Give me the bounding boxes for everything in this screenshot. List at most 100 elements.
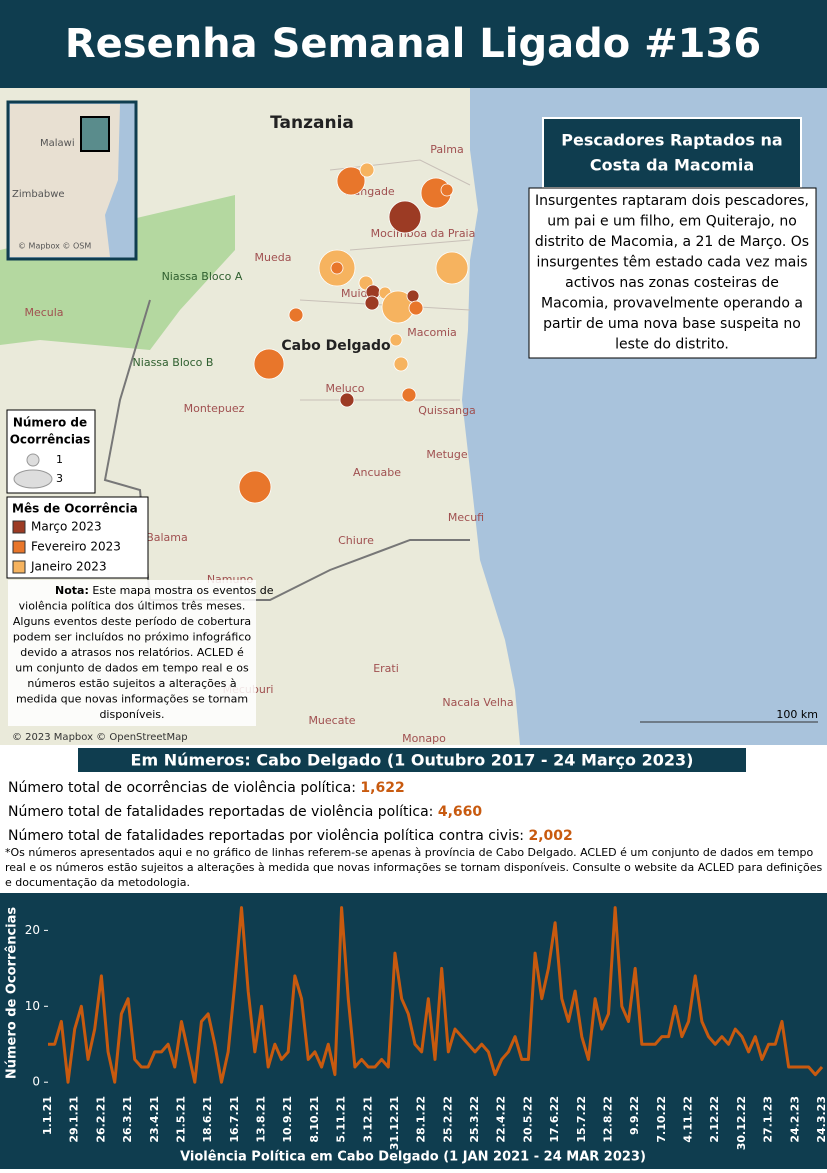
place: Palma [430,143,463,156]
place: Erati [373,662,399,675]
place: Mecula [24,306,63,319]
place: Cabo Delgado [281,338,391,354]
callout-line: leste do distrito. [615,337,729,353]
line [48,906,824,1084]
x-tick-label: 7.10.22 [655,1096,668,1143]
place: Nacala Velha [442,696,513,709]
map-credit: © 2023 Mapbox © OpenStreetMap [12,732,188,743]
event [330,261,344,275]
note-bg [8,580,256,726]
x-tick-label: 24.3.23 [815,1096,827,1143]
x-tick-label: 2.12.22 [708,1096,721,1143]
x-tick-label: 1.1.21 [41,1096,54,1135]
note-line: violência política dos últimos três mese… [19,600,246,613]
place: Tanzania [270,113,354,133]
place: Balama [146,531,188,544]
legend-item: Março 2023 [31,520,102,534]
stats-title-bg [78,748,746,772]
title: Resenha Semanal Ligado #136 [65,21,761,67]
event [339,392,355,408]
event [435,251,469,285]
x-tick-label: 3.12.21 [361,1096,374,1143]
note-line: números estão sujeitos a alterações à [27,677,236,690]
note-line: Nota: Este mapa mostra os eventos de [55,584,274,597]
place: Niassa Bloco B [133,356,214,369]
x-tick-label: 29.1.21 [68,1096,81,1143]
stats-title: Em Números: Cabo Delgado (1 Outubro 2017… [131,751,694,770]
event [393,356,409,372]
legend-item: Janeiro 2023 [30,560,107,574]
inset-label: Malawi [40,138,75,149]
month-swatch [12,520,26,534]
month-legend [6,496,149,579]
event [238,470,272,504]
x-tick-label: 21.5.21 [174,1096,187,1143]
footnote: e documentação da metodologia. [5,876,190,889]
map: Tanzania Palma Nangade Mocimboa da Praia… [0,88,827,745]
callout-line: partir de uma nova base suspeita no [543,316,801,332]
place: Ancuabe [353,466,401,479]
event [359,162,375,178]
header-bg [0,0,827,88]
event [364,295,380,311]
x-tick-label: 18.6.21 [201,1096,214,1143]
x-tick-label: 27.1.23 [762,1096,775,1143]
legend-item: 3 [56,472,63,485]
event [401,387,417,403]
callout-line: Macomia, provavelmente operando a [541,296,803,312]
note-line: um conjunto de dados em tempo real e os [15,662,249,675]
stat: Número total de fatalidades reportadas p… [8,828,573,844]
event [253,348,285,380]
event [440,183,454,197]
callout-line: distrito de Macomia, a 21 de Março. Os [535,234,809,250]
event [288,307,304,323]
x-tick-label: 16.7.21 [228,1096,241,1143]
stat: Número total de fatalidades reportadas d… [8,804,482,820]
note-line: podem ser incluídos no próximo infográfi… [13,631,252,644]
x-tick-label: 31.12.21 [388,1096,401,1150]
x-axis-label: Violência Política em Cabo Delgado (1 JA… [180,1150,646,1165]
place: Montepuez [184,402,245,415]
place: Macomia [407,326,457,339]
event [336,166,366,196]
x-tick-label: 22.4.22 [495,1096,508,1143]
x-tick-label: 13.8.21 [255,1096,268,1143]
place: Mocimboa da Praia [371,227,476,240]
stat: Número total de ocorrências de violência… [8,780,405,796]
inset: Malawi Zimbabwe © Mapbox © OSM [6,100,138,261]
legend-item: 1 [56,453,63,466]
stat-value: 2,002 [528,828,572,844]
place: Muecate [308,714,355,727]
inset-area [80,116,110,152]
note-label: Nota: [55,584,89,597]
roads [299,159,471,401]
event [408,300,424,316]
x-tick-label: 23.4.21 [148,1096,161,1143]
legend-title: Número de [13,416,87,430]
place: Quissanga [418,404,476,417]
size-swatch [13,469,53,489]
note-text: Este mapa mostra os eventos de [89,584,274,597]
callout-box [528,187,817,359]
legend-item: Fevereiro 2023 [31,540,121,554]
x-tick-label: 9.9.22 [628,1096,641,1135]
x-tick-label: 4.11.22 [682,1096,695,1143]
callout-title: Costa da Macomia [590,156,754,175]
x-tick-label: 17.6.22 [548,1096,561,1143]
stat-label: Número total de fatalidades reportadas d… [8,804,438,820]
place: Monapo [402,732,446,745]
note-line: devido a atrasos nos relatórios. ACLED é [20,646,244,659]
place: Niassa Bloco A [162,270,243,283]
event [389,333,403,347]
place: Mueda [255,251,292,264]
x-tick-label: 5.11.21 [335,1096,348,1143]
x-tick-label: 30.12.22 [735,1096,748,1150]
x-tick-label: 20.5.22 [521,1096,534,1143]
x-tick-label: 25.3.22 [468,1096,481,1143]
month-swatch [12,560,26,574]
stat-label: Número total de ocorrências de violência… [8,780,360,796]
stat-value: 1,622 [360,780,404,796]
legend-title: Ocorrências [10,433,91,447]
x-tick-label: 24.2.23 [788,1096,801,1143]
